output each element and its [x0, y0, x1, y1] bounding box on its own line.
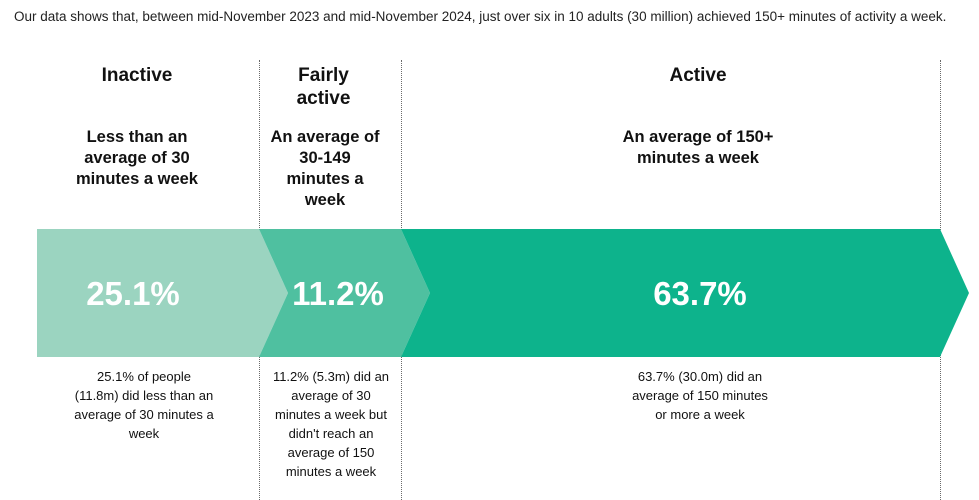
fairly-active-definition: An average of 30-149 minutes a week	[270, 128, 380, 209]
inactive-title: Inactive	[101, 65, 173, 86]
fairly-active-description: 11.2% (5.3m) did an average of 30 minute…	[272, 369, 390, 479]
segment-fairly-active	[259, 229, 430, 357]
segment-label-inactive: 25.1%	[86, 275, 180, 312]
active-definition: An average of 150+ minutes a week	[622, 128, 774, 167]
intro-text: Our data shows that, between mid-Novembe…	[14, 9, 947, 24]
inactive-description: 25.1% of people (11.8m) did less than an…	[74, 369, 214, 441]
active-description: 63.7% (30.0m) did an average of 150 minu…	[632, 369, 768, 422]
active-title: Active	[669, 65, 727, 86]
fairly-active-title: Fairly active	[296, 65, 351, 109]
segment-label-active: 63.7%	[653, 275, 747, 312]
inactive-definition: Less than an average of 30 minutes a wee…	[76, 128, 198, 188]
segment-label-fairly-active: 11.2%	[292, 275, 384, 312]
segment-inactive	[37, 229, 288, 357]
segment-active	[401, 229, 969, 357]
